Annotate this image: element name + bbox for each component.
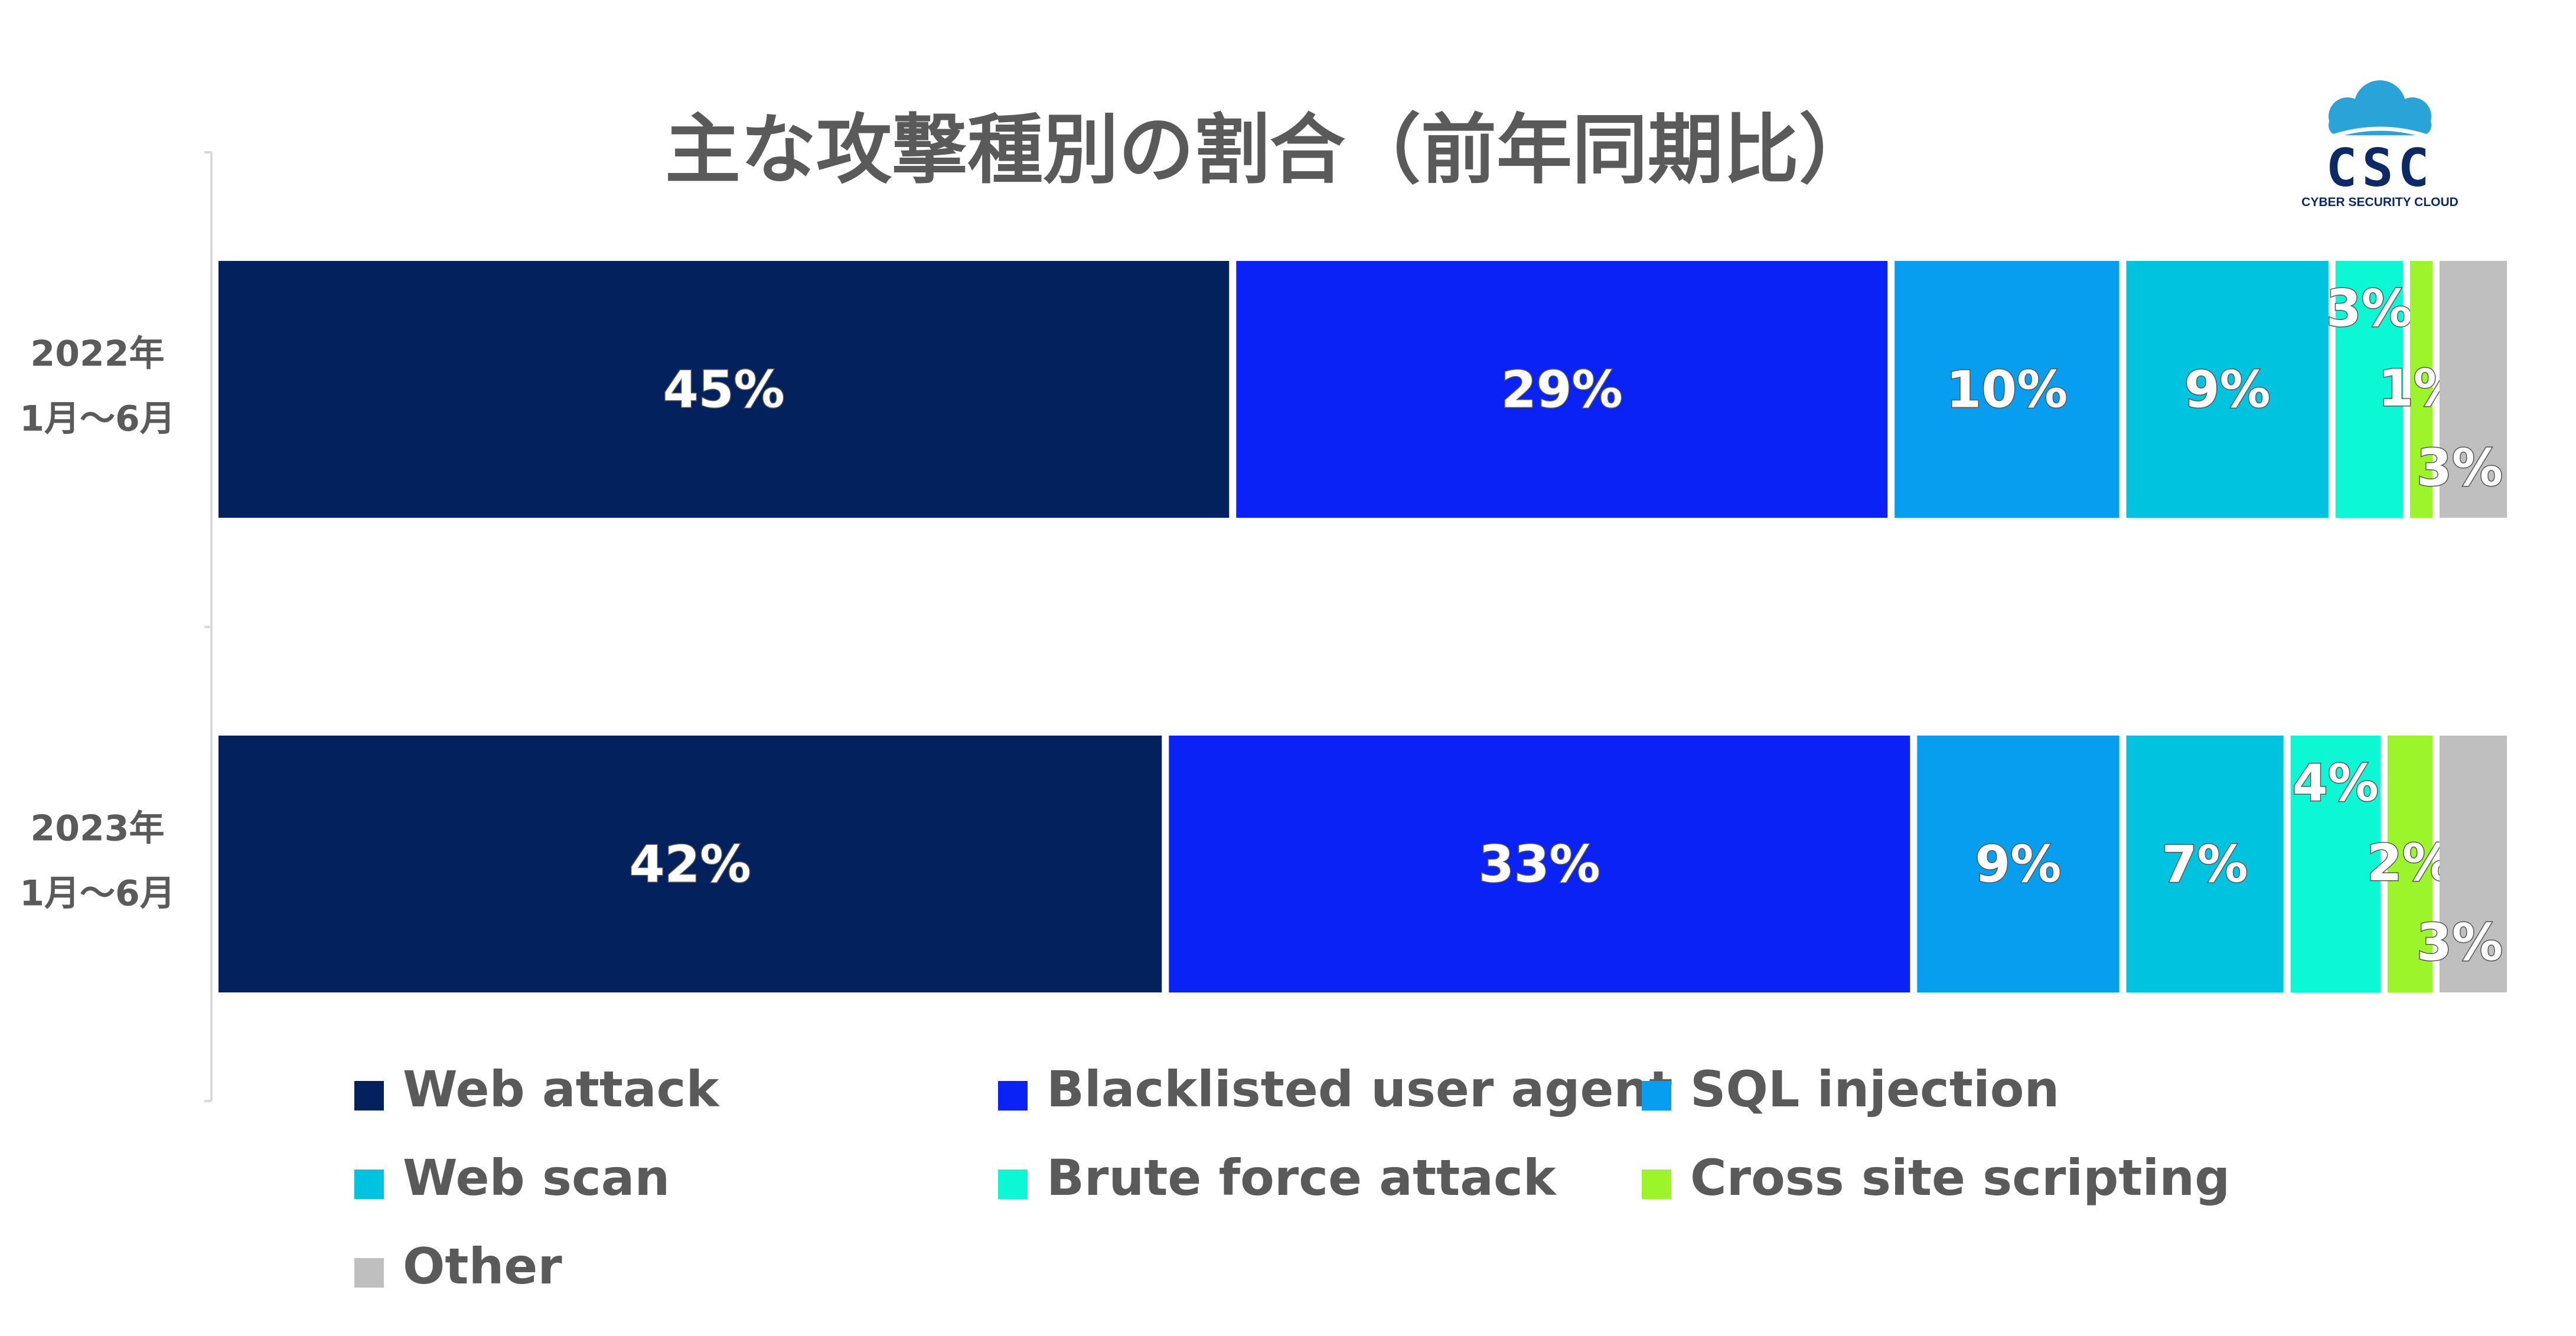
legend-label: Web attack bbox=[403, 1060, 719, 1118]
bar-segment bbox=[2439, 736, 2507, 992]
data-label: 3% bbox=[2326, 279, 2412, 338]
legend-label: SQL injection bbox=[1690, 1060, 2060, 1118]
logo-subtext: CYBER SECURITY CLOUD bbox=[2301, 195, 2458, 209]
data-label: 9% bbox=[1975, 835, 2061, 894]
legend-item: Web scan bbox=[354, 1145, 670, 1210]
data-label: 42% bbox=[630, 835, 751, 894]
bar-segment bbox=[2290, 736, 2381, 992]
data-label: 33% bbox=[1479, 835, 1600, 894]
legend-item: Cross site scripting bbox=[1642, 1145, 2230, 1210]
legend-swatch bbox=[1642, 1170, 1671, 1199]
category-label: 2023年 bbox=[31, 808, 165, 850]
bar-segment bbox=[2335, 261, 2403, 518]
legend-label: Blacklisted user agent bbox=[1046, 1060, 1673, 1118]
legend-swatch bbox=[998, 1170, 1028, 1199]
chart-title: 主な攻撃種別の割合（前年同期比） bbox=[664, 106, 1874, 194]
bar-segment bbox=[1236, 261, 1888, 518]
data-label: 4% bbox=[2293, 754, 2379, 813]
data-label: 9% bbox=[2184, 361, 2271, 420]
legend-swatch bbox=[354, 1170, 384, 1199]
legend-label: Web scan bbox=[403, 1149, 670, 1207]
data-label: 3% bbox=[2417, 439, 2503, 498]
bar-segment bbox=[2387, 736, 2432, 992]
cloud-icon bbox=[2329, 80, 2431, 139]
data-label: 10% bbox=[1946, 361, 2068, 420]
legend-swatch bbox=[354, 1258, 384, 1288]
data-label: 7% bbox=[2162, 835, 2248, 894]
legend-label: Other bbox=[403, 1237, 562, 1295]
bar-segment bbox=[1917, 736, 2120, 992]
legend-swatch bbox=[1642, 1081, 1671, 1110]
legend-swatch bbox=[354, 1081, 384, 1110]
legend-swatch bbox=[998, 1081, 1028, 1110]
legend-item: Web attack bbox=[354, 1057, 719, 1122]
data-label: 3% bbox=[2417, 913, 2503, 972]
legend-item: Other bbox=[354, 1234, 562, 1299]
bar-segment bbox=[2409, 261, 2432, 518]
logo-text: CSC bbox=[2326, 138, 2434, 198]
legend-label: Cross site scripting bbox=[1690, 1149, 2231, 1207]
bar-segment bbox=[2126, 261, 2329, 518]
bar-segment bbox=[2439, 261, 2507, 518]
category-label: 1月～6月 bbox=[19, 398, 175, 440]
data-label: 45% bbox=[663, 361, 785, 420]
bar-segment bbox=[219, 736, 1162, 992]
csc-logo: CSC CYBER SECURITY CLOUD bbox=[2291, 80, 2469, 215]
category-label: 1月～6月 bbox=[19, 873, 175, 914]
bar-segment bbox=[1169, 736, 1910, 992]
bar-segment bbox=[219, 261, 1230, 518]
category-label: 2022年 bbox=[31, 334, 165, 375]
legend-item: SQL injection bbox=[1642, 1057, 2059, 1122]
legend-item: Brute force attack bbox=[998, 1145, 1556, 1210]
bar-segment bbox=[1894, 261, 2120, 518]
legend-item: Blacklisted user agent bbox=[998, 1057, 1672, 1122]
data-label: 2% bbox=[2367, 834, 2453, 893]
legend: Web attack Blacklisted user agent SQL inje… bbox=[354, 1057, 2244, 1305]
data-label: 29% bbox=[1501, 361, 1623, 420]
legend-label: Brute force attack bbox=[1046, 1149, 1556, 1207]
bar-segment bbox=[2126, 736, 2284, 992]
